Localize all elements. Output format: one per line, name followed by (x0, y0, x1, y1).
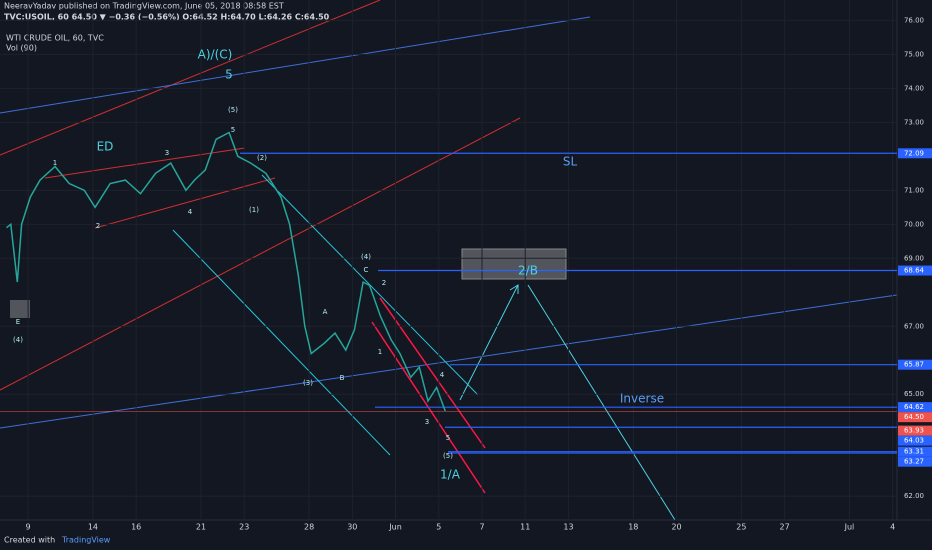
price-label: 65.87 (904, 361, 924, 369)
annotation: C (364, 266, 369, 274)
x-tick-label: 18 (628, 523, 638, 532)
box (10, 300, 30, 318)
annotation: (1) (249, 206, 259, 214)
price-label: 64.62 (904, 403, 924, 411)
y-tick-label: 69.00 (904, 254, 924, 262)
y-tick-label: 71.00 (904, 186, 924, 194)
annotation: (4) (361, 253, 371, 261)
price-line (6, 131, 447, 412)
trend-line (0, 0, 381, 156)
y-tick-label: 67.00 (904, 322, 924, 330)
y-tick-label: 76.00 (904, 16, 924, 24)
annotation: B (340, 374, 345, 382)
arrow-head (509, 284, 519, 294)
trend-line (0, 117, 521, 391)
x-tick-label: 20 (671, 523, 681, 532)
price-label: 64.50 (904, 413, 924, 421)
annotation: 3 (165, 149, 169, 157)
y-tick-label: 73.00 (904, 118, 924, 126)
annotation: 1 (378, 348, 382, 356)
y-tick-label: 65.00 (904, 390, 924, 398)
annotation: 2/B (518, 264, 538, 278)
price-label-bg (898, 148, 932, 159)
annotation: 5 (225, 68, 233, 82)
x-tick-label: Jun (388, 523, 402, 532)
price-label: 63.27 (904, 458, 924, 466)
annotation: E (16, 318, 20, 326)
box (461, 248, 567, 280)
y-tick-label: 70.00 (904, 220, 924, 228)
price-label: 68.64 (904, 267, 925, 275)
annotation: (4) (13, 336, 23, 344)
x-tick-label: 4 (890, 523, 895, 532)
y-tick-label: 74.00 (904, 84, 924, 92)
x-tick-label: 13 (563, 523, 573, 532)
x-tick-label: 7 (479, 523, 484, 532)
x-tick-label: 30 (347, 523, 357, 532)
indicator: Vol (90) (6, 44, 37, 53)
trend-line (379, 297, 486, 449)
annotation: A (323, 308, 328, 316)
annotation: 3 (425, 418, 429, 426)
price-label-bg (898, 456, 932, 467)
author-line: NeeravYadav published on TradingView.com… (4, 2, 284, 11)
price-label: 64.03 (904, 437, 924, 445)
price-label-bg (898, 446, 932, 457)
annotation: (3) (303, 379, 313, 387)
price-label-bg (898, 402, 932, 413)
x-tick-label: 23 (239, 523, 249, 532)
x-tick-label: 11 (520, 523, 530, 532)
annotation: SL (563, 155, 578, 169)
x-tick-label: 28 (304, 523, 314, 532)
y-tick-label: 62.00 (904, 492, 924, 500)
symbol-line: TVC:USOIL, 60 64.50 ▼ −0.36 (−0.56%) O:6… (4, 13, 330, 22)
x-tick-label: 27 (780, 523, 790, 532)
price-label-bg (898, 425, 932, 436)
annotation: 2 (96, 222, 100, 230)
price-label: 63.93 (904, 427, 924, 435)
annotation: ED (97, 140, 114, 154)
x-tick-label: Jul (844, 523, 855, 532)
annotation: (2) (257, 154, 267, 162)
price-label: 72.09 (904, 149, 924, 157)
price-label: 63.31 (904, 448, 924, 456)
x-tick-label: 5 (436, 523, 441, 532)
annotation: 5 (446, 434, 450, 442)
annotation: 5 (231, 126, 235, 134)
arrow (459, 284, 519, 401)
annotation: (5) (228, 106, 238, 114)
brand: TradingView (61, 536, 111, 545)
annotation: (5) (443, 452, 453, 460)
y-tick-label: 75.00 (904, 50, 924, 58)
annotation: Inverse (620, 392, 664, 406)
price-label-bg (898, 359, 932, 370)
annotation: 1 (53, 159, 57, 167)
x-tick-label: 9 (26, 523, 31, 532)
annotation: 4 (440, 371, 445, 379)
chart-title: WTI CRUDE OIL, 60, TVC (6, 34, 104, 43)
price-label-bg (898, 435, 932, 446)
x-tick-label: 21 (196, 523, 206, 532)
x-tick-label: 16 (131, 523, 141, 532)
trend-line (0, 16, 591, 114)
trend-line (172, 229, 391, 456)
annotation: 4 (188, 208, 193, 216)
price-label-bg (898, 265, 932, 276)
footer: Created with (4, 536, 55, 545)
annotation: A)/(C) (198, 48, 233, 62)
x-tick-label: 25 (736, 523, 746, 532)
trend-line (94, 177, 276, 229)
annotation: 2 (382, 279, 386, 287)
trend-line (0, 294, 898, 429)
arrow (527, 284, 676, 521)
annotation: 1/A (440, 468, 461, 482)
x-tick-label: 14 (88, 523, 98, 532)
price-label-bg (898, 412, 932, 423)
